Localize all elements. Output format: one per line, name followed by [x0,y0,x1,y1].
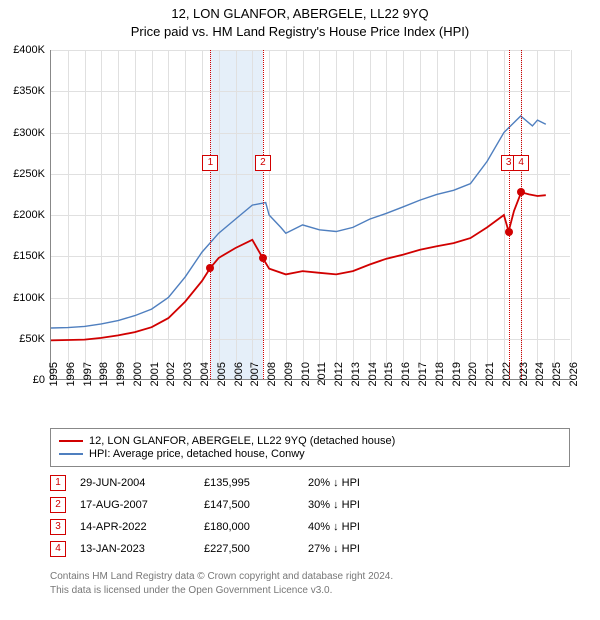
series-hpi [51,116,546,328]
legend-item: HPI: Average price, detached house, Conw… [59,448,561,460]
event-line [210,50,211,379]
y-axis-label: £150K [0,250,45,262]
legend-swatch [59,440,83,442]
page-title: 12, LON GLANFOR, ABERGELE, LL22 9YQ [0,6,600,21]
sale-diff: 30% ↓ HPI [308,499,428,511]
y-axis-label: £100K [0,292,45,304]
event-marker: 2 [255,155,271,171]
table-row: 2 17-AUG-2007 £147,500 30% ↓ HPI [50,494,428,516]
sale-price: £180,000 [204,521,294,533]
legend-label: 12, LON GLANFOR, ABERGELE, LL22 9YQ (det… [89,435,395,447]
sale-number: 3 [50,519,66,535]
event-marker: 1 [202,155,218,171]
sale-price: £147,500 [204,499,294,511]
sale-date: 14-APR-2022 [80,521,190,533]
sale-date: 17-AUG-2007 [80,499,190,511]
y-axis-label: £350K [0,85,45,97]
sale-dot [206,264,214,272]
footnote-line: This data is licensed under the Open Gov… [50,584,393,598]
sale-number: 4 [50,541,66,557]
sale-dot [505,228,513,236]
y-axis-label: £50K [0,333,45,345]
footnote-line: Contains HM Land Registry data © Crown c… [50,570,393,584]
legend-item: 12, LON GLANFOR, ABERGELE, LL22 9YQ (det… [59,435,561,447]
page-subtitle: Price paid vs. HM Land Registry's House … [0,24,600,39]
event-line [521,50,522,379]
footnote: Contains HM Land Registry data © Crown c… [50,570,393,597]
sale-date: 13-JAN-2023 [80,543,190,555]
sales-table: 1 29-JUN-2004 £135,995 20% ↓ HPI 2 17-AUG-200… [50,472,428,560]
y-axis-label: £400K [0,44,45,56]
sale-diff: 27% ↓ HPI [308,543,428,555]
table-row: 4 13-JAN-2023 £227,500 27% ↓ HPI [50,538,428,560]
event-line [509,50,510,379]
y-axis-label: £250K [0,168,45,180]
event-marker: 4 [513,155,529,171]
sale-number: 2 [50,497,66,513]
table-row: 3 14-APR-2022 £180,000 40% ↓ HPI [50,516,428,538]
table-row: 1 29-JUN-2004 £135,995 20% ↓ HPI [50,472,428,494]
y-axis-label: £0 [0,374,45,386]
legend-label: HPI: Average price, detached house, Conw… [89,448,305,460]
chart-lines [51,50,571,380]
sale-dot [259,254,267,262]
sale-diff: 40% ↓ HPI [308,521,428,533]
sale-dot [517,188,525,196]
legend-swatch [59,453,83,455]
y-axis-label: £200K [0,209,45,221]
sale-date: 29-JUN-2004 [80,477,190,489]
sale-number: 1 [50,475,66,491]
sale-diff: 20% ↓ HPI [308,477,428,489]
sale-price: £227,500 [204,543,294,555]
chart-legend: 12, LON GLANFOR, ABERGELE, LL22 9YQ (det… [50,428,570,467]
gridline-v [571,50,572,379]
y-axis-label: £300K [0,127,45,139]
sale-price: £135,995 [204,477,294,489]
price-chart: £0£50K£100K£150K£200K£250K£300K£350K£400… [50,50,570,380]
event-line [263,50,264,379]
